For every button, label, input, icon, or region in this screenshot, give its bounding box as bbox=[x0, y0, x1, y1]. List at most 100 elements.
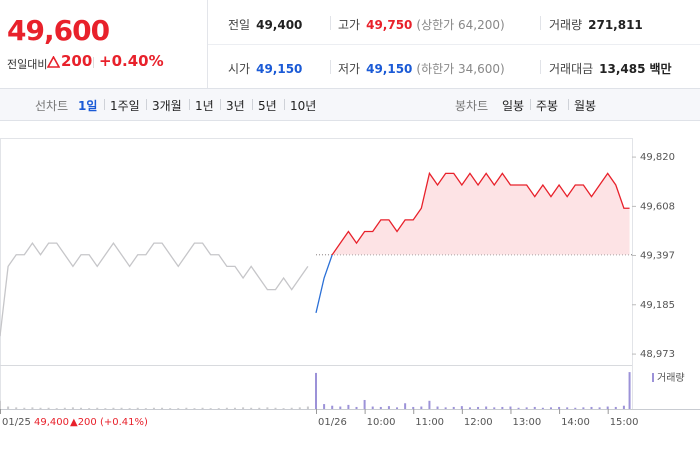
tab[interactable]: 1일 bbox=[78, 99, 98, 113]
volume-bar bbox=[460, 406, 463, 409]
volume-bar bbox=[315, 372, 317, 409]
volume-bar bbox=[622, 405, 625, 409]
volume-bar bbox=[339, 406, 342, 409]
stat: 고가 49,750 (상한가 64,200) bbox=[338, 16, 505, 33]
price-line bbox=[315, 171, 630, 314]
stat-label: 저가 bbox=[338, 62, 361, 76]
divider bbox=[540, 16, 541, 30]
volume-bar bbox=[379, 406, 382, 409]
stat-label: 시가 bbox=[228, 62, 251, 76]
volume-bar bbox=[444, 407, 447, 409]
change: 200 bbox=[61, 52, 93, 70]
volume-bar bbox=[31, 407, 34, 409]
volume-bar bbox=[347, 404, 350, 409]
volume-bar bbox=[606, 406, 609, 409]
volume-bar bbox=[104, 408, 107, 409]
tab-separator bbox=[146, 99, 147, 110]
stat-value: 271,811 bbox=[588, 18, 643, 32]
volume-bar bbox=[161, 407, 164, 409]
volume-bar bbox=[396, 407, 399, 409]
stat-value: 49,150 bbox=[256, 62, 303, 76]
change-rate: +0.40% bbox=[99, 52, 164, 70]
volume-bar bbox=[71, 407, 74, 409]
tab[interactable]: 3개월 bbox=[152, 99, 182, 113]
volume-bar bbox=[628, 372, 631, 409]
volume-bar bbox=[298, 407, 301, 409]
annotation-change: ▲200 (+0.41%) bbox=[70, 417, 148, 428]
tab[interactable]: 월봉 bbox=[574, 99, 597, 113]
x-tick-label: 10:00 bbox=[367, 417, 396, 428]
price-line bbox=[0, 241, 309, 337]
tab-group-label: 선차트 bbox=[35, 99, 69, 113]
volume-bar bbox=[233, 407, 236, 409]
chart-tabs: 선차트 1일 1주일 3개월 1년 3년 5년 10년 봉차트 일봉 주봉 월봉 bbox=[0, 88, 700, 121]
divider bbox=[330, 60, 331, 74]
volume-bar bbox=[88, 408, 91, 409]
volume-bar bbox=[404, 403, 407, 409]
volume-bar bbox=[152, 407, 155, 409]
up-icon bbox=[47, 56, 60, 68]
tab-group-label: 봉차트 bbox=[455, 99, 489, 113]
x-tick-label: 12:00 bbox=[464, 417, 493, 428]
volume-bar bbox=[217, 408, 220, 409]
tab-separator bbox=[284, 99, 285, 110]
volume-bar bbox=[477, 406, 480, 409]
stat-value: 13,485 bbox=[599, 62, 646, 76]
volume-bar bbox=[185, 407, 188, 409]
volume-bar bbox=[525, 407, 528, 409]
volume-bar bbox=[331, 405, 334, 409]
volume-bar bbox=[541, 407, 544, 409]
volume-bar bbox=[549, 407, 552, 409]
tab[interactable]: 3년 bbox=[226, 99, 245, 113]
y-tick-label: 49,820 bbox=[640, 152, 675, 163]
x-tick-label: 15:00 bbox=[610, 417, 639, 428]
tab[interactable]: 1년 bbox=[195, 99, 214, 113]
volume-bar bbox=[509, 406, 512, 409]
volume-bar bbox=[371, 406, 374, 409]
x-tick-label: 11:00 bbox=[415, 417, 444, 428]
volume-bar bbox=[169, 408, 172, 409]
tab[interactable]: 5년 bbox=[258, 99, 277, 113]
volume-bar bbox=[323, 404, 326, 409]
current-price: 49,600 bbox=[7, 14, 110, 47]
volume-bar bbox=[614, 406, 617, 409]
volume-bar bbox=[306, 406, 309, 409]
y-tick-label: 49,397 bbox=[640, 250, 675, 261]
stat-label: 전일 bbox=[228, 18, 251, 32]
stat-label: 고가 bbox=[338, 18, 361, 32]
divider bbox=[330, 16, 331, 30]
price-panel bbox=[0, 0, 208, 88]
volume-bar bbox=[590, 406, 593, 409]
volume-bar bbox=[201, 407, 204, 409]
plot-frame bbox=[0, 138, 633, 410]
volume-bar bbox=[23, 407, 26, 409]
volume-bar bbox=[274, 407, 277, 409]
stat-label: 거래량 bbox=[549, 18, 583, 32]
volume-legend-mark bbox=[652, 373, 654, 382]
y-tick-label: 49,185 bbox=[640, 300, 675, 311]
volume-legend: 거래량 bbox=[657, 372, 685, 384]
tab[interactable]: 주봉 bbox=[536, 99, 559, 113]
tab[interactable]: 1주일 bbox=[110, 99, 140, 113]
tab-separator bbox=[189, 99, 190, 110]
volume-bar bbox=[468, 407, 471, 409]
volume-bar bbox=[420, 406, 423, 409]
area bbox=[316, 173, 630, 255]
annotation-price: 49,400 bbox=[34, 417, 69, 428]
tab[interactable]: 10년 bbox=[290, 99, 317, 113]
x-tick-label: 13:00 bbox=[512, 417, 541, 428]
volume-bar bbox=[412, 406, 415, 409]
tab-separator bbox=[252, 99, 253, 110]
stat-value: 49,150 bbox=[366, 62, 413, 76]
volume-bar bbox=[452, 406, 455, 409]
volume-bar bbox=[436, 406, 439, 409]
volume-bar bbox=[290, 407, 293, 409]
volume-bar bbox=[15, 407, 18, 409]
volume-bar bbox=[282, 408, 285, 409]
tab[interactable]: 일봉 bbox=[502, 99, 525, 113]
tab-separator bbox=[104, 99, 105, 110]
volume-bar bbox=[39, 407, 42, 409]
stat: 시가 49,150 bbox=[228, 60, 302, 77]
